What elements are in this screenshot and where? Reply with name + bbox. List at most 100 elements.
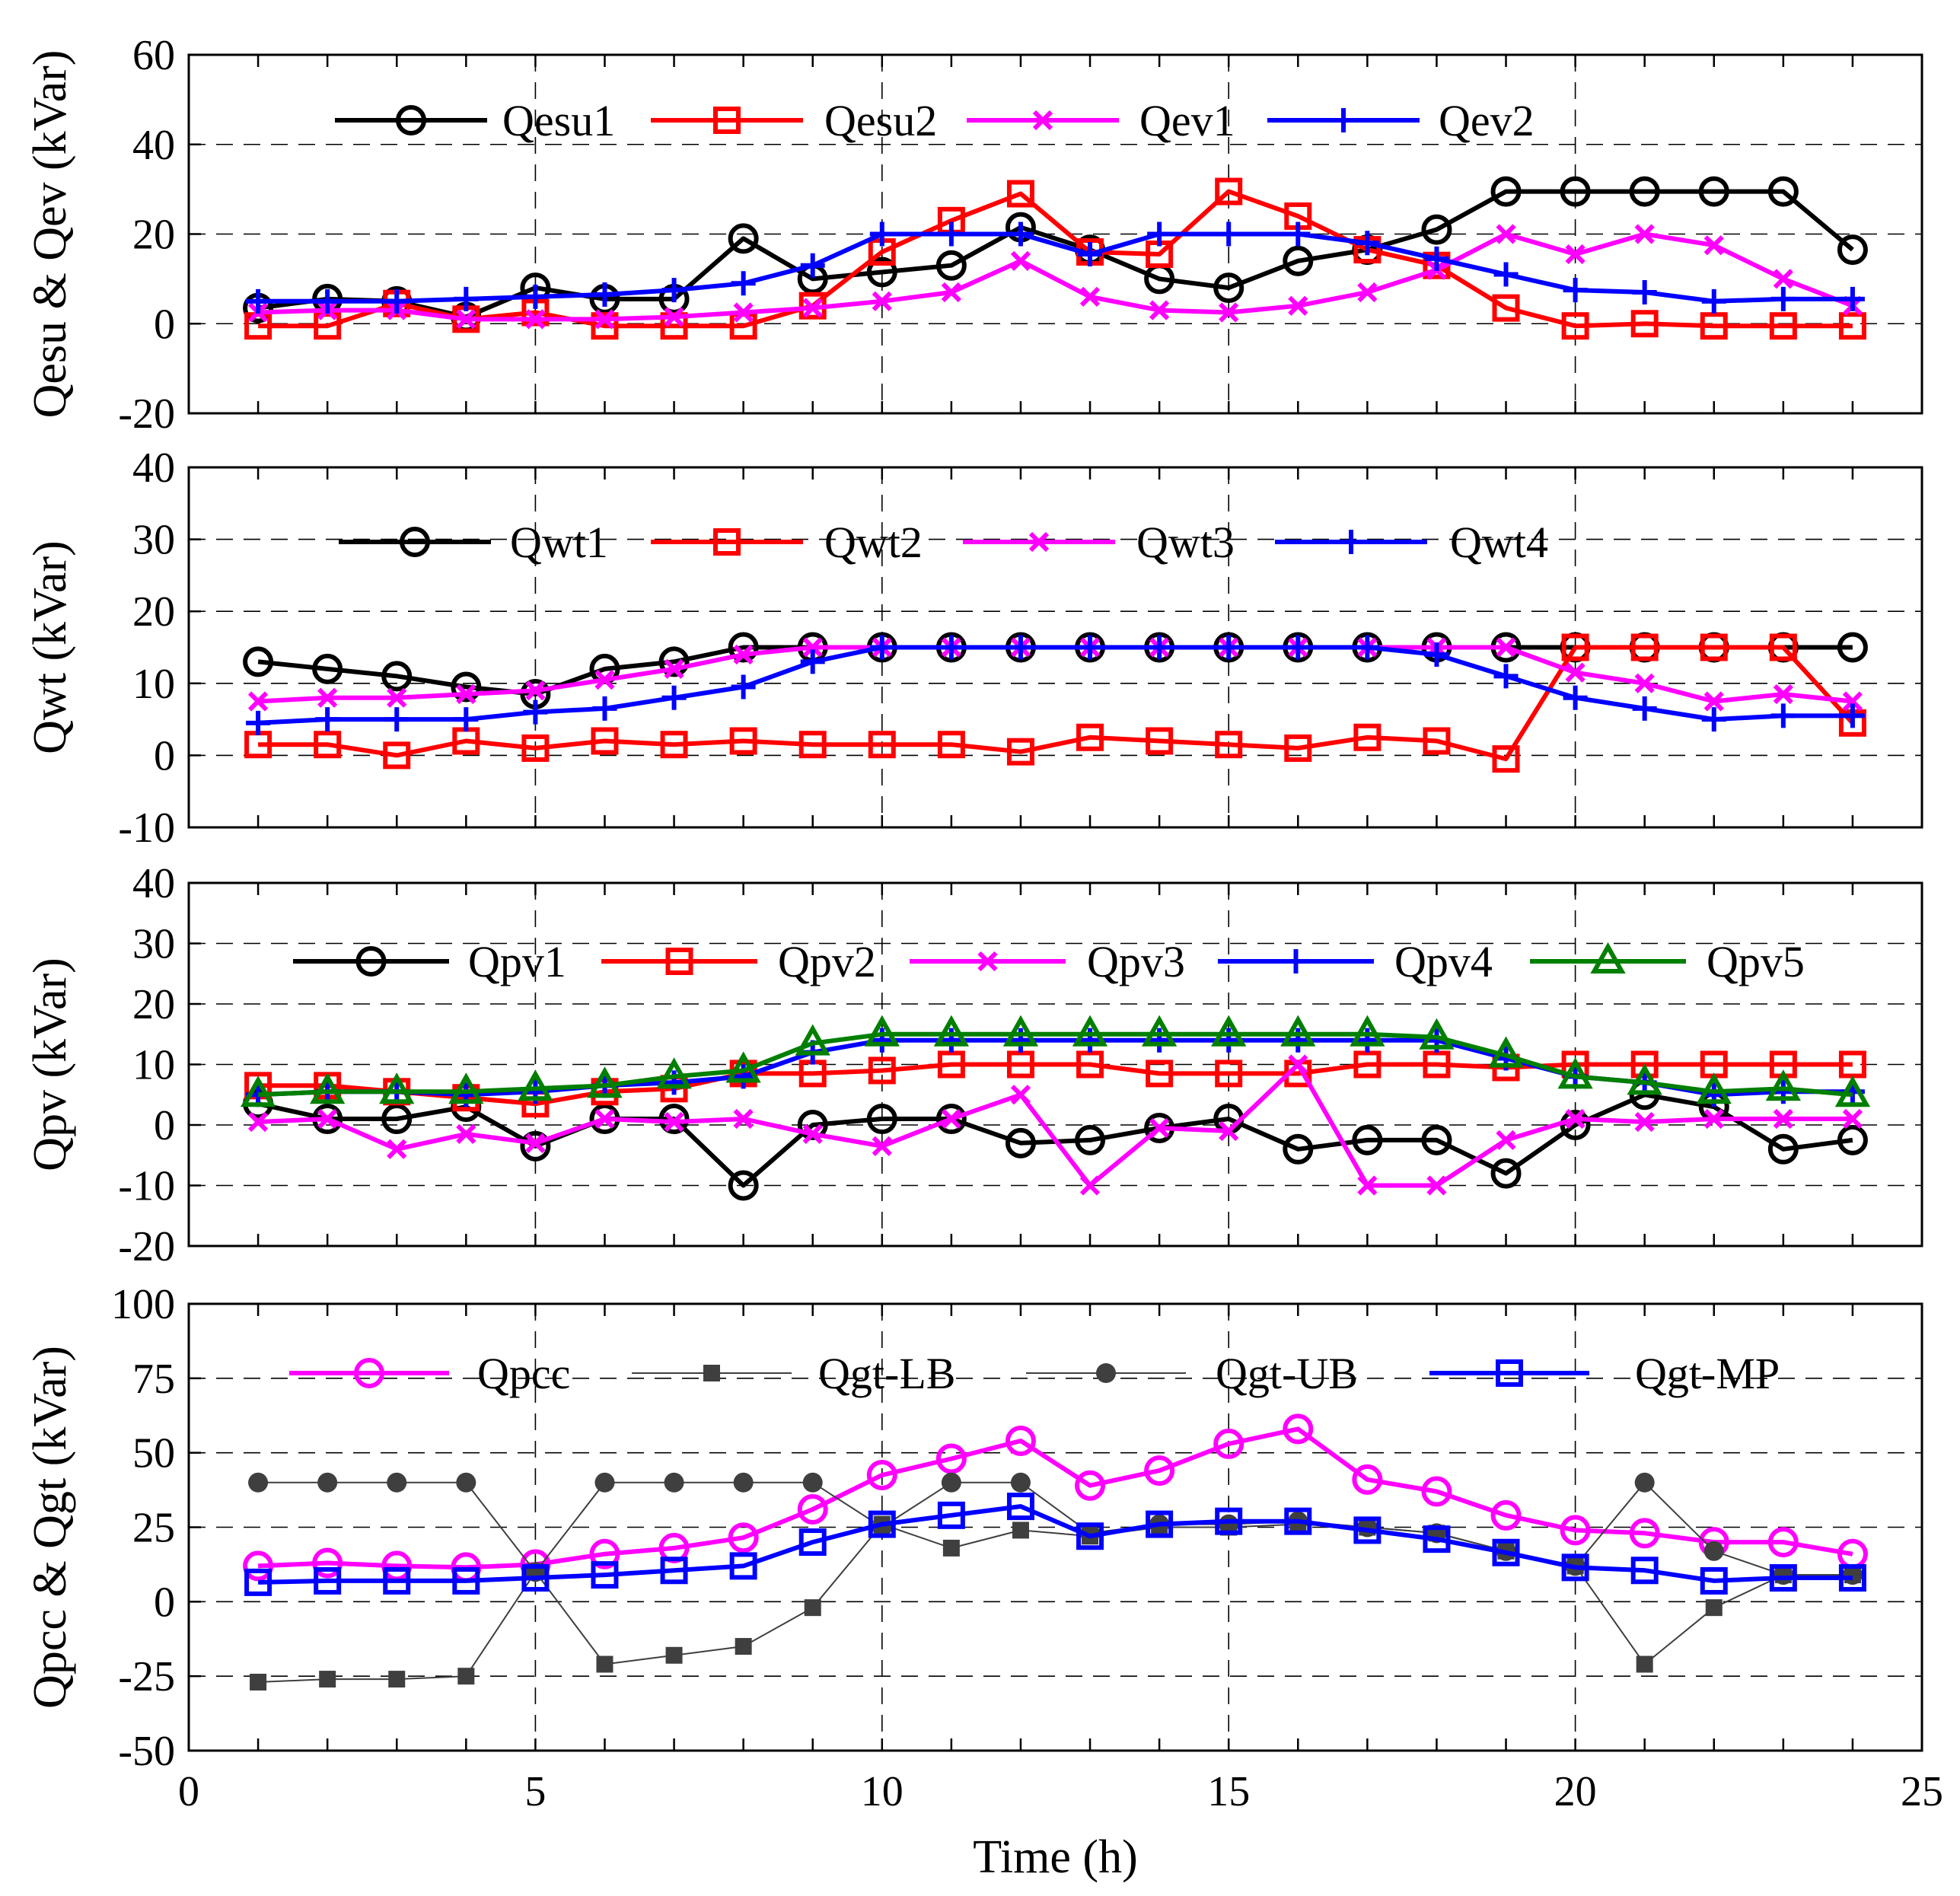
y-tick-label: 60 [132,32,175,79]
point-qpv1 [1283,1133,1314,1165]
point-qpcc [728,1522,759,1553]
point-qpcc [1490,1499,1522,1531]
point-qwt4 [1840,703,1865,728]
series-qgt-mp [244,1493,1866,1596]
legend-marker [354,1358,384,1388]
point-qwt2 [1492,745,1520,773]
legend-entry-qwt4: Qwt4 [1275,518,1548,567]
legend-label: Qwt1 [510,518,608,567]
y-tick-label: -50 [118,1728,175,1775]
point-qwt3 [247,691,269,712]
y-tick-label: 75 [132,1356,175,1403]
x-tick-label: 15 [1207,1768,1250,1815]
legend-marker [1028,531,1050,553]
legend-label: Qpv4 [1394,937,1493,986]
legend-entry-qpcc: Qpcc [289,1349,570,1398]
point-qpv1 [935,1104,967,1135]
point-qgt-lb [735,1638,752,1655]
point-qgt-lb [596,1655,613,1673]
point-qwt2 [868,731,896,759]
point-qpv3 [733,1108,754,1130]
point-qwt4 [523,699,548,725]
legend-label: Qwt4 [1450,518,1548,567]
point-qpv1 [797,1110,828,1140]
point-qgt-mp [798,1528,827,1557]
x-tick-label: 25 [1901,1768,1943,1815]
y-tick-label: 20 [132,212,175,259]
point-qpv3 [1565,1108,1586,1130]
point-qpcc [1213,1428,1245,1459]
series-qpv5 [240,1015,1871,1107]
series-qwt4 [246,635,1865,735]
point-qev2 [869,221,894,247]
point-qgt-lb [804,1599,821,1617]
point-qpv5 [587,1066,623,1098]
point-qwt4 [315,707,340,732]
point-qwt3 [664,658,684,680]
x-tick-label: 10 [861,1768,904,1815]
y-tick-label: 0 [154,732,175,779]
point-qev2 [315,288,340,314]
y-tick-label: 0 [154,1579,175,1626]
point-qesu1 [1283,245,1314,276]
point-qwt2 [1700,633,1728,661]
axes-frame-wt [187,466,1923,829]
point-qesu2 [314,312,342,340]
point-qev2 [523,284,548,309]
point-qev2 [1493,262,1519,287]
point-qwt2 [1423,727,1451,755]
y-tick-label: 100 [111,1281,175,1328]
point-qwt3 [1496,637,1516,658]
point-qpv1 [658,1104,690,1135]
point-qev2 [1286,221,1311,247]
point-qgt-ub [248,1472,269,1493]
point-qpv2 [1146,1060,1174,1088]
legend-entry-qwt1: Qwt1 [339,518,608,567]
legend-pcc-gt: Qpcc Qgt-LB Qgt-UB Qgt-MP [289,1349,1780,1398]
point-qgt-lb [250,1673,267,1690]
point-qwt4 [1355,635,1380,660]
point-qpv2 [1006,1050,1034,1079]
point-qev2 [939,221,964,247]
series-qesu1 [243,176,1868,333]
point-qpv5 [1627,1063,1662,1095]
point-qwt2 [937,731,965,759]
legend-marker [396,105,426,135]
point-qesu2 [1492,294,1520,322]
point-qev2 [1216,221,1241,247]
legend-label: Qgt-LB [818,1349,955,1398]
y-tick-label: 25 [132,1505,175,1552]
point-qev2 [1355,231,1380,256]
point-qesu2 [1561,312,1589,340]
point-qev2 [800,253,825,278]
point-qpcc [1283,1413,1314,1445]
y-tick-label: 20 [132,981,175,1028]
point-qev2 [246,288,271,314]
point-qpv1 [866,1104,897,1135]
point-qpv3 [594,1108,615,1130]
y-ticks-esu-ev: -20 0 20 40 60 [118,32,201,438]
legend-wt: Qwt1 Qwt2 Qwt3 Qwt4 [339,518,1548,567]
point-qesu2 [1630,310,1659,338]
point-qev2 [731,271,756,296]
point-qev2 [592,282,617,307]
point-qwt3 [802,637,823,658]
point-qwt2 [1561,633,1589,661]
point-qev2 [1078,241,1103,266]
legend-label: Qgt-UB [1216,1349,1358,1398]
point-qwt3 [1842,691,1863,712]
point-qwt3 [1634,673,1655,693]
point-qev2 [1424,246,1449,271]
point-qpcc [243,1550,274,1582]
point-qpv3 [802,1123,823,1145]
point-qpv5 [1002,1015,1039,1047]
legend-label: Qpv1 [468,937,566,986]
point-qpv5 [1696,1072,1732,1104]
legend-entry-qpv3: Qpv3 [910,937,1185,986]
legend-marker [703,1365,720,1381]
point-qpv5 [1141,1015,1178,1047]
point-qpv5 [448,1072,484,1104]
y-tick-label: -20 [118,390,175,438]
point-qgt-mp [1146,1510,1174,1538]
y-tick-label: 50 [132,1430,175,1477]
